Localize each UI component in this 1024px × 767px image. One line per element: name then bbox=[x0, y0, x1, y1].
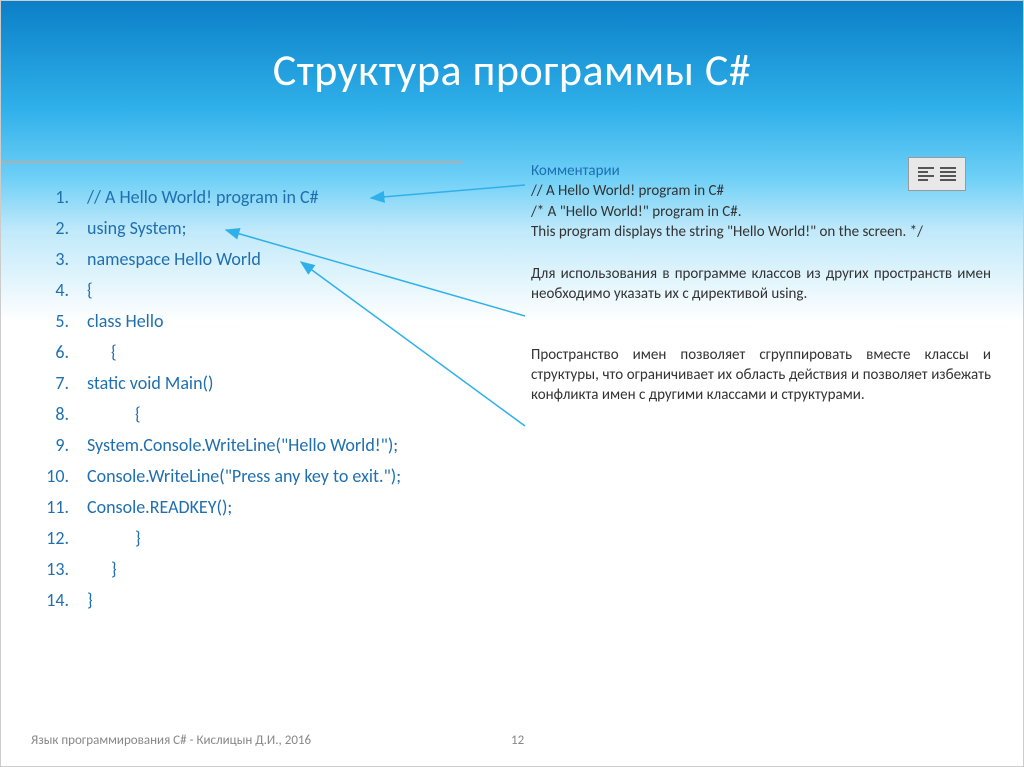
code-line: 5. class Hello bbox=[31, 310, 491, 332]
line-text: // A Hello World! program in C# bbox=[87, 186, 319, 208]
line-text: { bbox=[87, 279, 93, 301]
line-number: 11. bbox=[31, 496, 69, 518]
annotations-column: Комментарии // A Hello World! program in… bbox=[531, 161, 991, 423]
code-line: 11. Console.READKEY(); bbox=[31, 496, 491, 518]
footer-page-number: 12 bbox=[511, 733, 524, 748]
align-justify-icon bbox=[940, 167, 956, 181]
code-line: 6. { bbox=[31, 341, 491, 363]
code-line: 1. // A Hello World! program in C# bbox=[31, 186, 491, 208]
line-number: 14. bbox=[31, 589, 69, 611]
code-line: 9. System.Console.WriteLine("Hello World!… bbox=[31, 434, 491, 456]
code-line: 2. using System; bbox=[31, 217, 491, 239]
line-number: 9. bbox=[31, 434, 69, 456]
annotation-comments-l2: /* A "Hello World!" program in C#. bbox=[531, 202, 991, 222]
code-line: 4. { bbox=[31, 279, 491, 301]
line-number: 8. bbox=[31, 403, 69, 425]
line-text: namespace Hello World bbox=[87, 248, 261, 270]
line-text: } bbox=[87, 558, 117, 580]
annotation-namespace: Пространство имен позволяет сгруппироват… bbox=[531, 345, 991, 406]
annotation-comments-l3: This program displays the string "Hello … bbox=[531, 222, 991, 242]
line-number: 6. bbox=[31, 341, 69, 363]
code-line: 13.} bbox=[31, 558, 491, 580]
code-listing: 1. // A Hello World! program in C# 2. using… bbox=[31, 186, 491, 620]
line-number: 5. bbox=[31, 310, 69, 332]
align-icons bbox=[908, 157, 966, 191]
code-line: 10. Console.WriteLine("Press any key to e… bbox=[31, 465, 491, 487]
line-number: 2. bbox=[31, 217, 69, 239]
slide: Структура программы C# 1. // A Hello Worl… bbox=[0, 0, 1024, 767]
slide-title: Структура программы C# bbox=[1, 1, 1023, 97]
footer: Язык программирования C# - Кислицын Д.И.… bbox=[31, 733, 991, 748]
line-text: static void Main() bbox=[87, 372, 213, 394]
code-line: 8. { bbox=[31, 403, 491, 425]
line-text: { bbox=[87, 341, 117, 363]
code-line: 7. static void Main() bbox=[31, 372, 491, 394]
line-number: 3. bbox=[31, 248, 69, 270]
code-line: 3. namespace Hello World bbox=[31, 248, 491, 270]
line-number: 13. bbox=[31, 558, 69, 580]
line-number: 10. bbox=[31, 465, 69, 487]
line-number: 4. bbox=[31, 279, 69, 301]
content-area: 1. // A Hello World! program in C# 2. using… bbox=[1, 161, 1023, 701]
line-number: 12. bbox=[31, 527, 69, 549]
code-line-highlight bbox=[1, 161, 461, 163]
annotation-using-text: Для использования в программе классов из… bbox=[531, 265, 991, 303]
align-left-icon bbox=[918, 167, 934, 181]
line-text: Console.WriteLine("Press any key to exit… bbox=[87, 465, 401, 487]
line-text: { bbox=[87, 403, 141, 425]
code-line: 14.} bbox=[31, 589, 491, 611]
line-number: 1. bbox=[31, 186, 69, 208]
line-text: System.Console.WriteLine("Hello World!")… bbox=[87, 434, 398, 456]
line-text: Console.READKEY(); bbox=[87, 496, 232, 518]
line-text: } bbox=[87, 589, 93, 611]
line-text: } bbox=[87, 527, 141, 549]
line-number: 7. bbox=[31, 372, 69, 394]
annotation-using: Для использования в программе классов из… bbox=[531, 264, 991, 305]
line-text: class Hello bbox=[87, 310, 163, 332]
line-text: using System; bbox=[87, 217, 186, 239]
code-line: 12.} bbox=[31, 527, 491, 549]
annotation-namespace-text: Пространство имен позволяет сгруппироват… bbox=[531, 346, 991, 405]
footer-text: Язык программирования C# - Кислицын Д.И.… bbox=[31, 733, 311, 748]
